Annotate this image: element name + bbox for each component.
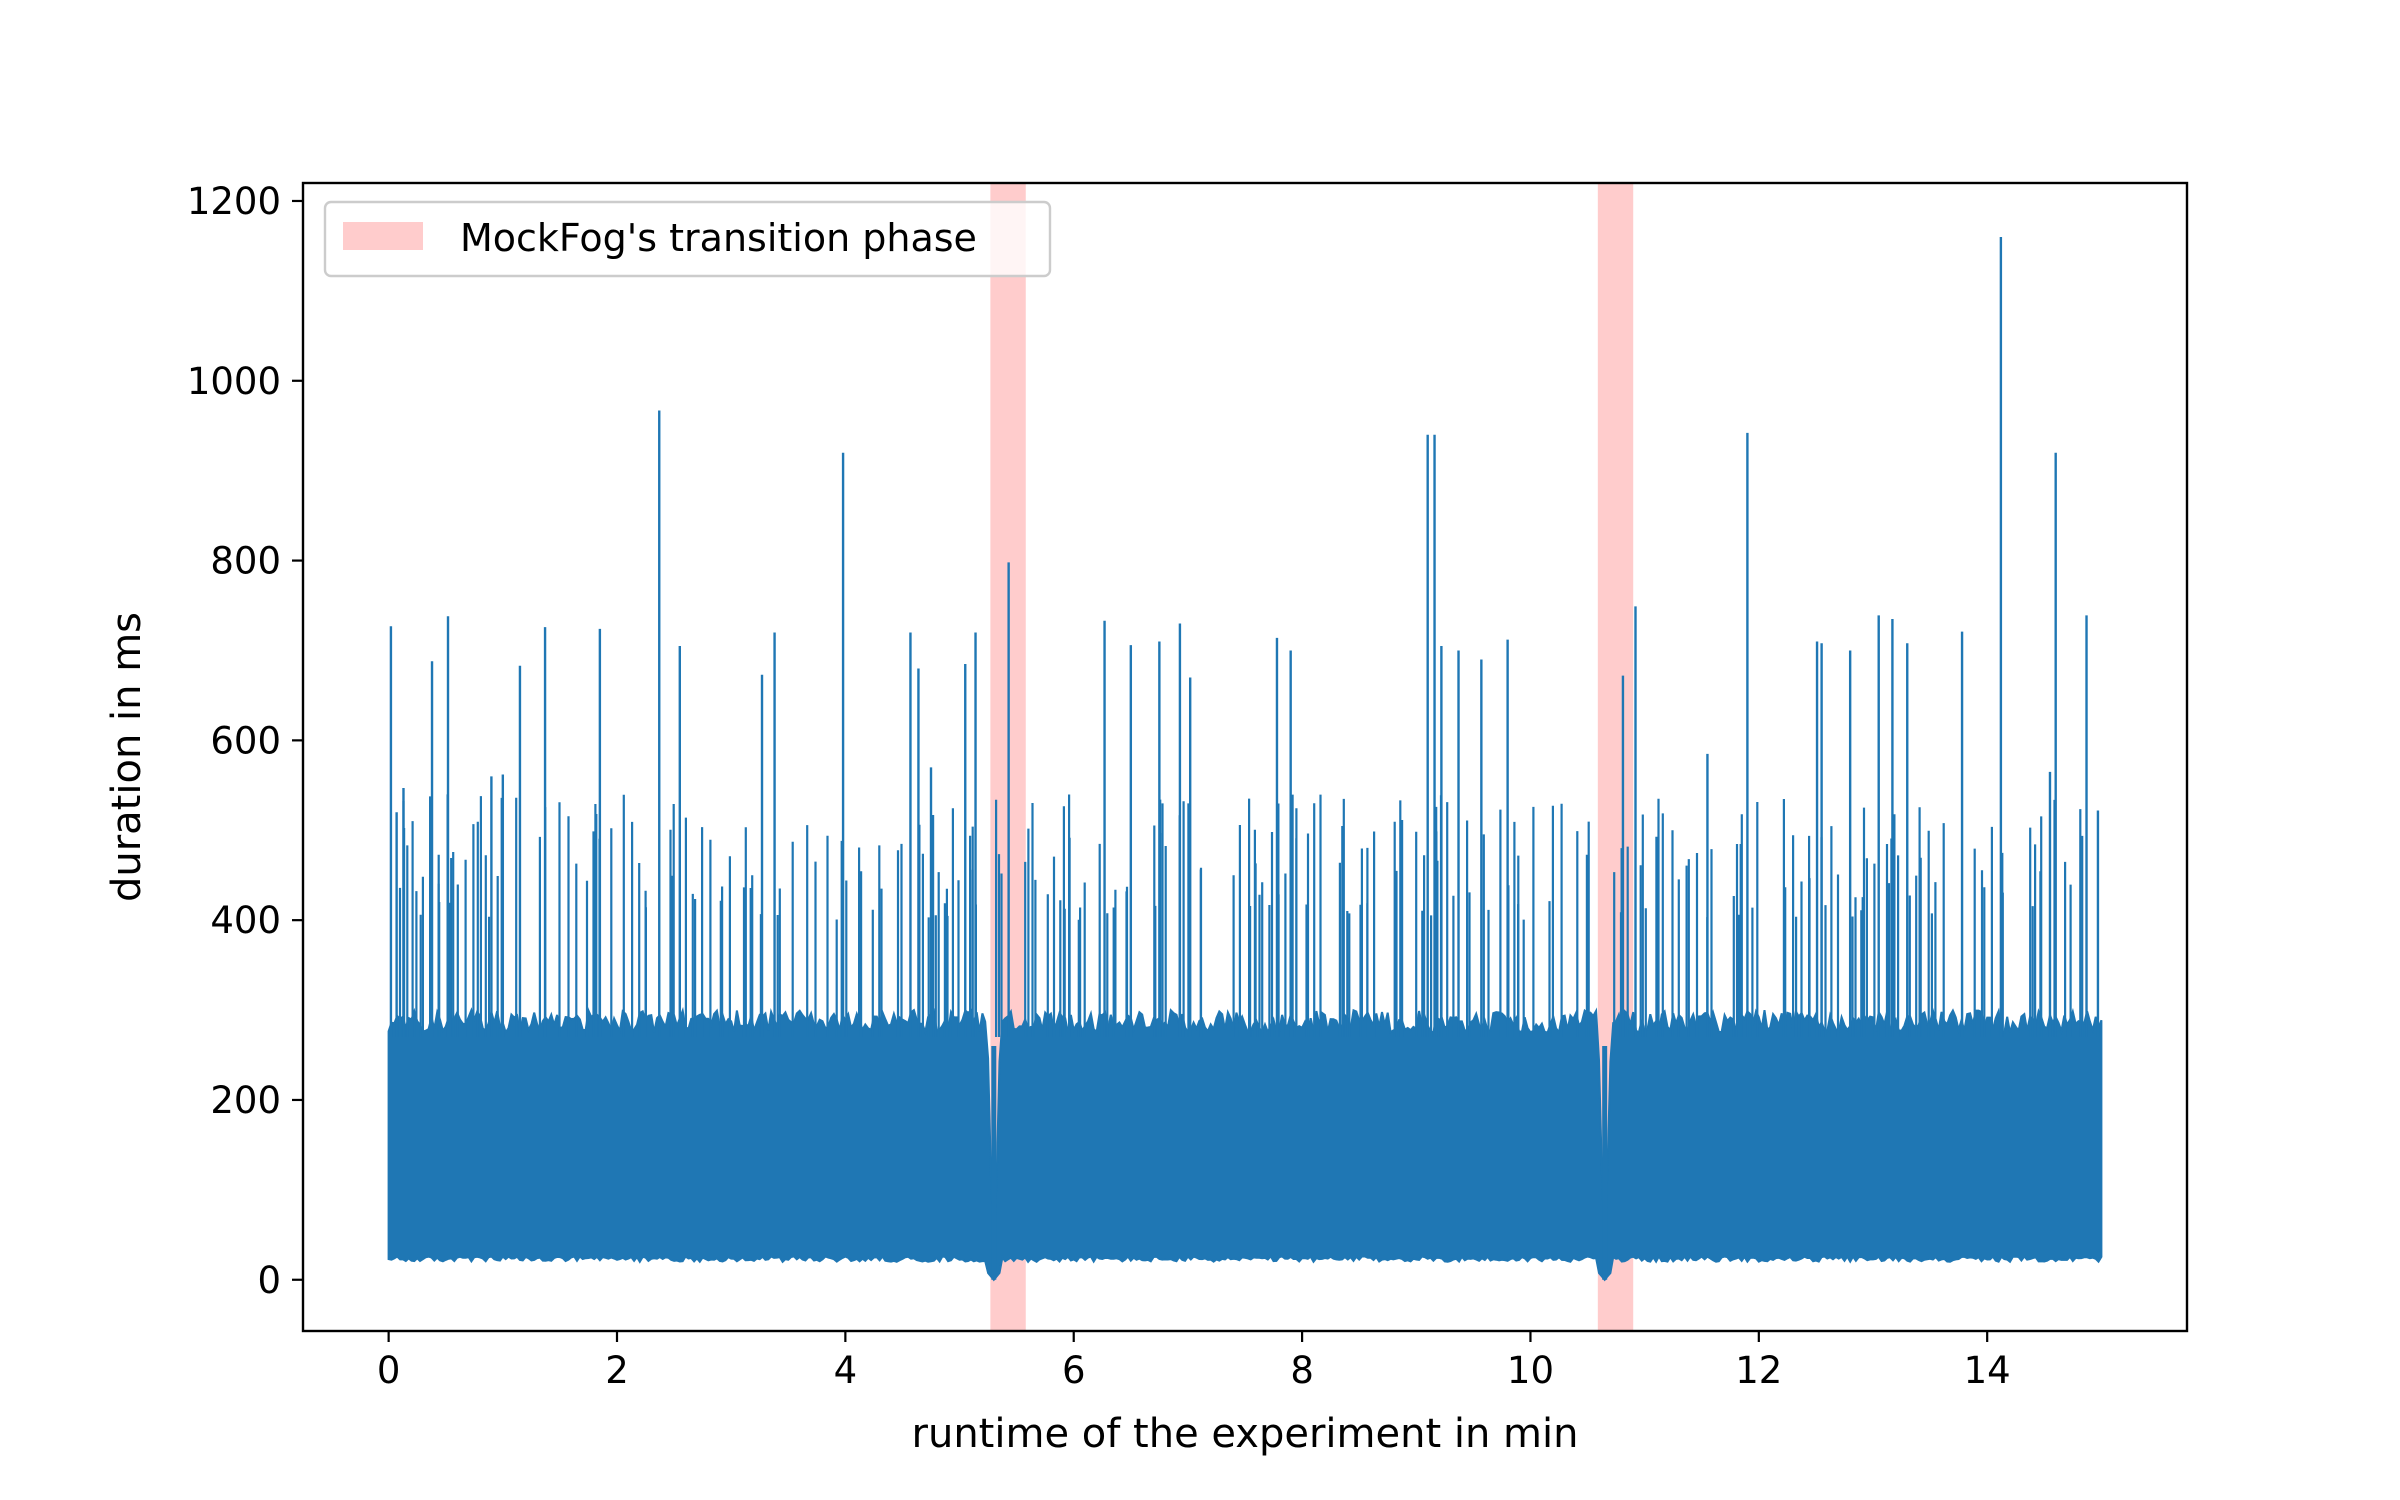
x-axis: 0 2 4 6 8 10 12 14 <box>377 1331 2011 1392</box>
series-group <box>387 236 2103 1282</box>
x-tick-label-3: 6 <box>1062 1349 1086 1392</box>
y-tick-label-4: 800 <box>210 540 281 583</box>
y-tick-label-2: 400 <box>210 899 281 942</box>
x-tick-label-6: 12 <box>1735 1349 1782 1392</box>
y-axis: 0 200 400 600 800 1000 1200 <box>187 180 303 1302</box>
x-tick-label-0: 0 <box>377 1349 401 1392</box>
y-tick-label-1: 200 <box>210 1079 281 1122</box>
legend-box <box>323 200 1052 278</box>
y-tick-label-6: 1200 <box>187 180 281 223</box>
legend-swatch <box>343 222 423 250</box>
x-tick-label-7: 14 <box>1964 1349 2011 1392</box>
y-tick-label-5: 1000 <box>187 360 281 403</box>
series-dense-band <box>387 1006 2103 1282</box>
x-tick-label-2: 4 <box>834 1349 858 1392</box>
x-tick-label-1: 2 <box>605 1349 629 1392</box>
x-tick-label-4: 8 <box>1290 1349 1314 1392</box>
x-axis-label: runtime of the experiment in min <box>912 1411 1579 1457</box>
legend: MockFog's transition phase <box>323 200 1052 278</box>
x-tick-label-5: 10 <box>1507 1349 1554 1392</box>
plot-frame <box>301 181 2189 1333</box>
y-tick-label-0: 0 <box>257 1259 281 1302</box>
y-tick-label-3: 600 <box>210 719 281 762</box>
legend-label: MockFog's transition phase <box>460 216 977 260</box>
y-axis-label: duration in ms <box>104 612 150 902</box>
